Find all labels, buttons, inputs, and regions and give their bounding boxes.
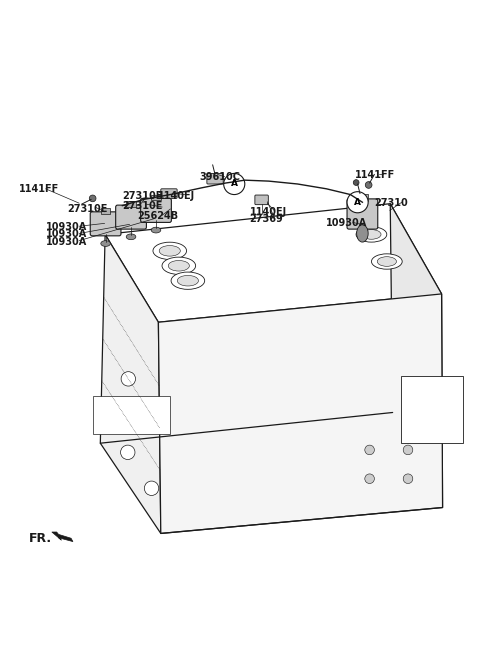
- Ellipse shape: [162, 257, 196, 274]
- Circle shape: [365, 182, 372, 188]
- Text: 27310E: 27310E: [122, 191, 163, 201]
- Circle shape: [144, 407, 158, 422]
- Bar: [401, 375, 463, 443]
- Text: 1140EJ: 1140EJ: [250, 207, 287, 217]
- FancyBboxPatch shape: [255, 195, 268, 205]
- Ellipse shape: [168, 260, 190, 271]
- FancyBboxPatch shape: [116, 205, 146, 229]
- Ellipse shape: [357, 225, 368, 242]
- Polygon shape: [390, 203, 443, 508]
- FancyBboxPatch shape: [90, 212, 121, 236]
- Bar: [151, 195, 161, 200]
- Ellipse shape: [356, 227, 387, 242]
- Text: 27310E: 27310E: [67, 204, 108, 214]
- Circle shape: [347, 192, 368, 213]
- Text: 1141FF: 1141FF: [19, 184, 60, 194]
- Ellipse shape: [171, 272, 204, 289]
- FancyBboxPatch shape: [347, 199, 378, 229]
- Ellipse shape: [126, 234, 136, 239]
- FancyBboxPatch shape: [207, 173, 223, 184]
- Text: 1141FF: 1141FF: [355, 171, 396, 180]
- Text: A: A: [354, 197, 361, 207]
- Text: 10930A: 10930A: [46, 222, 87, 232]
- Text: 25624B: 25624B: [137, 211, 178, 221]
- Text: 10930A: 10930A: [326, 218, 368, 228]
- FancyBboxPatch shape: [141, 198, 171, 222]
- Circle shape: [403, 445, 413, 455]
- Text: FR.: FR.: [29, 532, 52, 544]
- Text: 27369: 27369: [250, 214, 283, 224]
- Text: 39610C: 39610C: [199, 172, 240, 182]
- Text: 27310E: 27310E: [122, 201, 163, 211]
- Circle shape: [365, 474, 374, 483]
- Text: 1140EJ: 1140EJ: [157, 190, 194, 201]
- Circle shape: [144, 481, 159, 495]
- Circle shape: [403, 474, 413, 483]
- Text: 10930A: 10930A: [46, 230, 87, 239]
- Ellipse shape: [153, 242, 187, 260]
- Bar: [126, 201, 136, 207]
- Ellipse shape: [177, 276, 198, 286]
- Bar: [93, 396, 170, 434]
- Circle shape: [365, 445, 374, 455]
- Ellipse shape: [101, 241, 110, 247]
- Ellipse shape: [159, 245, 180, 256]
- Circle shape: [353, 180, 359, 186]
- Circle shape: [224, 173, 245, 195]
- Circle shape: [89, 195, 96, 202]
- Text: A: A: [231, 180, 238, 188]
- Ellipse shape: [372, 254, 402, 269]
- Text: 10930A: 10930A: [46, 237, 87, 247]
- Text: 27310: 27310: [374, 198, 408, 208]
- Ellipse shape: [377, 256, 396, 266]
- Polygon shape: [158, 294, 443, 533]
- Polygon shape: [52, 532, 73, 542]
- Polygon shape: [100, 234, 161, 533]
- Ellipse shape: [362, 230, 381, 239]
- Circle shape: [121, 372, 135, 386]
- Bar: [101, 208, 110, 214]
- FancyBboxPatch shape: [161, 189, 177, 198]
- Ellipse shape: [151, 227, 161, 233]
- Polygon shape: [105, 203, 442, 322]
- Circle shape: [120, 445, 135, 459]
- Bar: [357, 194, 368, 201]
